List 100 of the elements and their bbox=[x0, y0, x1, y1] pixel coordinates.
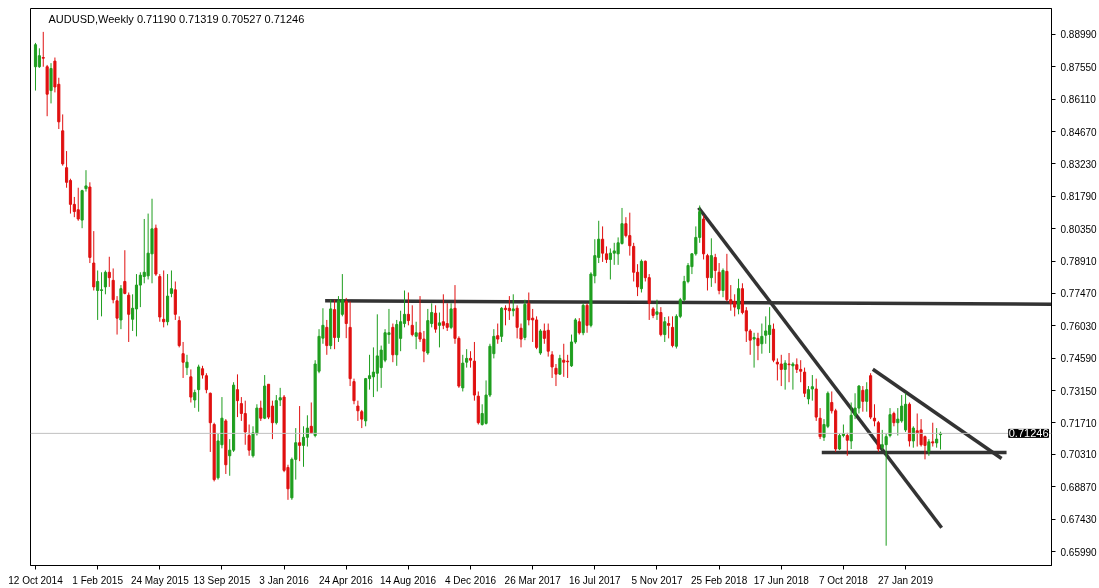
y-tick-label: 0.74590 bbox=[1060, 353, 1098, 365]
candlestick bbox=[496, 323, 500, 345]
candlestick bbox=[33, 42, 38, 92]
y-tick-label: 0.77470 bbox=[1060, 288, 1098, 300]
candlestick bbox=[445, 302, 449, 332]
candlestick bbox=[123, 249, 127, 295]
candlestick bbox=[162, 269, 166, 328]
y-tick-label: 0.80350 bbox=[1060, 223, 1098, 235]
candlestick bbox=[779, 354, 783, 387]
candlestick bbox=[872, 403, 877, 427]
candlestick bbox=[764, 315, 768, 345]
candlestick bbox=[663, 316, 667, 343]
candlestick bbox=[305, 414, 309, 448]
x-tick-label: 24 May 2015 bbox=[130, 574, 190, 586]
y-tick-label: 0.76030 bbox=[1060, 320, 1098, 332]
x-tick-label: 26 Mar 2017 bbox=[504, 574, 562, 586]
candlestick bbox=[931, 422, 935, 448]
y-tick-label: 0.78910 bbox=[1060, 256, 1098, 268]
candlestick bbox=[659, 306, 663, 337]
candlestick bbox=[768, 306, 772, 354]
x-tick-label: 27 Jan 2019 bbox=[878, 574, 934, 586]
candlestick bbox=[721, 267, 725, 298]
y-tick-label: 0.84670 bbox=[1060, 126, 1098, 138]
candlestick bbox=[783, 359, 787, 391]
candlestick bbox=[301, 425, 306, 468]
y-tick-label: 0.71710 bbox=[1060, 417, 1098, 429]
candlestick bbox=[103, 269, 107, 295]
candlestick bbox=[41, 31, 45, 68]
x-tick-label: 14 Aug 2016 bbox=[380, 574, 437, 586]
candlestick bbox=[96, 269, 100, 321]
candlestick bbox=[538, 328, 543, 356]
candlestick bbox=[709, 237, 713, 288]
candlestick bbox=[655, 299, 659, 321]
y-tick-label: 0.83230 bbox=[1060, 158, 1098, 170]
candlestick bbox=[449, 302, 453, 330]
y-tick-label: 0.67430 bbox=[1060, 514, 1098, 526]
y-tick-label: 0.88990 bbox=[1060, 29, 1098, 41]
candlestick bbox=[49, 62, 53, 104]
x-tick-label: 17 Jun 2018 bbox=[753, 574, 810, 586]
candlestick bbox=[441, 293, 445, 330]
candlestick bbox=[705, 253, 710, 291]
candlestick bbox=[434, 304, 438, 334]
chart-title: AUDUSD,Weekly 0.71190 0.71319 0.70527 0.71246 bbox=[48, 12, 305, 25]
y-tick-label: 0.86110 bbox=[1060, 94, 1097, 106]
y-tick-label: 0.81790 bbox=[1060, 191, 1098, 203]
x-tick-label: 25 Feb 2018 bbox=[691, 574, 748, 586]
candlestick bbox=[865, 381, 869, 413]
x-tick-label: 5 Nov 2017 bbox=[631, 574, 683, 586]
candlestick bbox=[414, 321, 418, 350]
candlestick bbox=[134, 273, 139, 337]
candlestick bbox=[752, 332, 756, 369]
candlestick bbox=[566, 354, 570, 379]
x-tick-label: 13 Sep 2015 bbox=[193, 574, 251, 586]
x-tick-label: 3 Jan 2016 bbox=[259, 574, 310, 586]
candlestick bbox=[756, 332, 760, 361]
candlestick bbox=[437, 312, 442, 348]
y-tick-label: 0.73150 bbox=[1060, 385, 1098, 397]
candlestick bbox=[585, 302, 589, 334]
candlestick bbox=[142, 218, 146, 284]
x-tick-label: 24 Apr 2016 bbox=[318, 574, 374, 586]
candlestick bbox=[787, 352, 791, 383]
candlestick bbox=[410, 304, 414, 337]
candlestick bbox=[736, 278, 741, 315]
candlestick bbox=[127, 292, 131, 343]
candlestick bbox=[325, 319, 329, 356]
candlestick bbox=[193, 389, 197, 409]
candlestick bbox=[511, 293, 515, 317]
x-tick-label: 16 Jul 2017 bbox=[568, 574, 622, 586]
candlestick bbox=[37, 47, 41, 69]
candlestick bbox=[612, 242, 616, 266]
y-tick-label: 0.70310 bbox=[1060, 449, 1098, 461]
candlestick bbox=[406, 292, 410, 326]
candlestick bbox=[371, 346, 375, 398]
candlestick bbox=[274, 394, 278, 426]
candlestick bbox=[399, 310, 403, 352]
candlestick bbox=[915, 412, 919, 448]
y-tick-label: 0.87550 bbox=[1060, 61, 1098, 73]
candlestick bbox=[298, 405, 302, 462]
candlestick bbox=[375, 313, 379, 392]
candlestick bbox=[169, 269, 174, 298]
candlestick bbox=[235, 373, 240, 418]
candlestick bbox=[138, 271, 142, 308]
candlestick bbox=[76, 187, 80, 222]
candlestick bbox=[562, 343, 566, 378]
candlestick bbox=[810, 374, 814, 402]
x-tick-label: 1 Feb 2015 bbox=[72, 574, 124, 586]
candlestick bbox=[775, 357, 779, 381]
x-tick-label: 12 Oct 2014 bbox=[8, 574, 64, 586]
candlestick bbox=[911, 425, 915, 449]
candlestick bbox=[733, 293, 737, 317]
ref-line-label: 0.71246 bbox=[1008, 427, 1049, 440]
candlestick bbox=[791, 361, 795, 391]
y-tick-label: 0.68870 bbox=[1060, 481, 1098, 493]
y-tick-label: 0.65990 bbox=[1060, 546, 1098, 558]
candlestick bbox=[507, 295, 511, 321]
candlestick bbox=[845, 432, 849, 457]
candlestick bbox=[259, 400, 263, 422]
candlestick bbox=[204, 372, 208, 394]
candlestick bbox=[503, 304, 508, 326]
candlestick bbox=[806, 385, 811, 405]
